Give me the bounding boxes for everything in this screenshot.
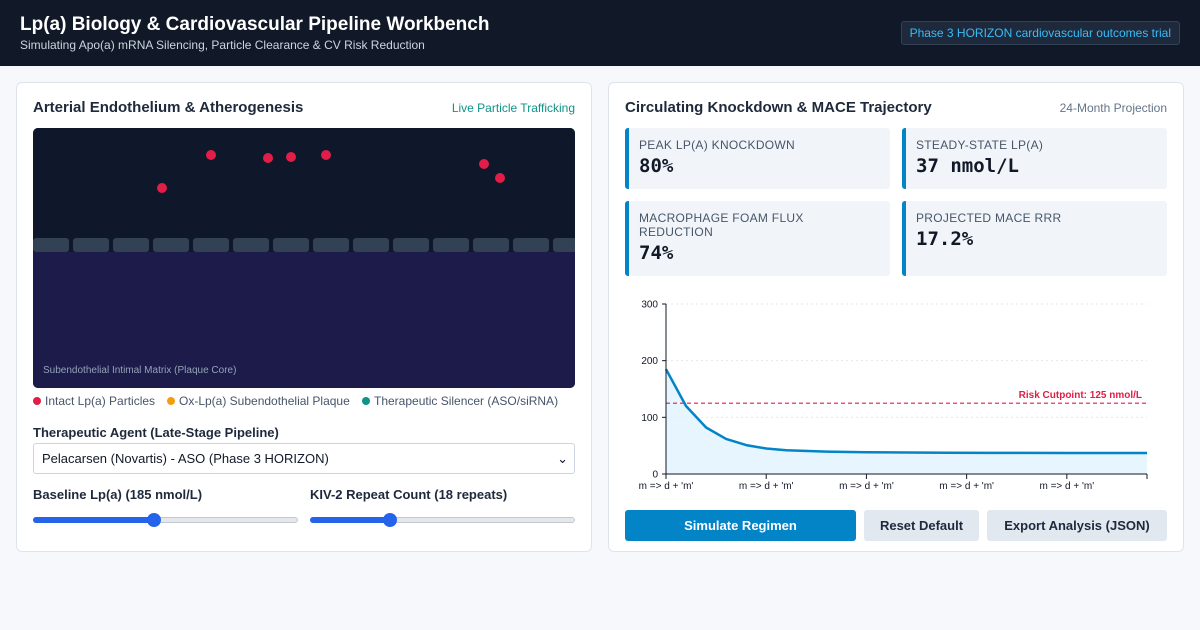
legend-label: Intact Lp(a) Particles <box>45 394 156 408</box>
endothelial-cell <box>513 238 549 252</box>
x-tick-label: m => d + 'm' <box>639 481 694 492</box>
endothelial-cell <box>113 238 149 252</box>
live-trafficking-tag: Live Particle Trafficking <box>451 101 575 115</box>
kiv2-repeat-label: KIV-2 Repeat Count (18 repeats) <box>310 487 508 502</box>
metric-label: MACRO­PHAGE FOAM FLUX REDUCTION <box>639 211 804 239</box>
endothelial-cell-layer <box>33 238 575 252</box>
legend-dot-icon <box>167 397 175 405</box>
lpa-particle <box>286 152 296 162</box>
metric-steady-state: STEADY-STATE LP(A) 37 nmol/L <box>902 128 1167 189</box>
lpa-series-line <box>664 368 1147 455</box>
intimal-matrix <box>33 252 575 388</box>
artery-simulation-canvas: Subendothelial Intimal Matrix (Plaque Co… <box>33 128 575 388</box>
slider-thumb[interactable] <box>382 513 397 527</box>
app-subtitle: Simulating Apo(a) mRNA Silencing, Partic… <box>20 38 425 52</box>
therapeutic-agent-select[interactable]: Pelacarsen (Novartis) - ASO (Phase 3 HOR… <box>33 443 575 474</box>
risk-cutpoint-label: Risk Cutpoint: 125 nmol/L <box>1019 390 1142 401</box>
lpa-particle <box>495 173 505 183</box>
reset-default-button[interactable]: Reset Default <box>864 510 979 541</box>
metric-label: PROJECTED MACE RRR <box>916 211 1062 225</box>
endothelial-cell <box>193 238 229 252</box>
x-tick-label: m => d + 'm' <box>939 481 994 492</box>
legend-dot-icon <box>362 397 370 405</box>
endothelial-cell <box>353 238 389 252</box>
export-json-button[interactable]: Export Analysis (JSON) <box>987 510 1167 541</box>
metric-value: 37 nmol/L <box>916 155 1019 177</box>
lpa-particle <box>206 150 216 160</box>
knockdown-trajectory-chart: 0 100 200 300 Risk Cutpoint: 125 nmol/L m => … <box>639 300 1148 492</box>
y-tick-label: 100 <box>641 413 658 424</box>
endothelium-panel-title: Arterial Endothelium & Atherogenesis <box>33 99 304 116</box>
endothelial-cell <box>33 238 69 252</box>
baseline-lpa-label: Baseline Lp(a) (185 nmol/L) <box>33 487 203 502</box>
metric-mace-rrr: PROJECTED MACE RRR 17.2% <box>902 201 1167 276</box>
endothelial-cell <box>153 238 189 252</box>
x-tick-label: m => d + 'm' <box>1039 481 1094 492</box>
metric-label: STEADY-STATE LP(A) <box>916 138 1044 152</box>
lpa-particle <box>321 150 331 160</box>
metric-value: 74% <box>639 242 674 264</box>
lumen <box>33 128 575 240</box>
metric-label: PEAK LP(A) KNOCKDOWN <box>639 138 796 152</box>
therapeutic-agent-label: Therapeutic Agent (Late-Stage Pipeline) <box>33 425 279 440</box>
endothelial-cell <box>233 238 269 252</box>
metric-peak-knockdown: PEAK LP(A) KNOCKDOWN 80% <box>625 128 890 189</box>
x-tick-label: m => d + 'm' <box>839 481 894 492</box>
legend-label: Ox-Lp(a) Subendothelial Plaque <box>179 394 350 408</box>
knockdown-panel-title: Circulating Knockdown & MACE Trajectory <box>625 99 932 116</box>
baseline-lpa-slider[interactable] <box>33 513 298 527</box>
trial-badge: Phase 3 HORIZON cardiovascular outcomes … <box>900 21 1180 45</box>
legend-label: Therapeutic Silencer (ASO/siRNA) <box>374 394 559 408</box>
knockdown-panel: Circulating Knockdown & MACE Trajectory … <box>608 82 1184 552</box>
chevron-down-icon: ⌄ <box>557 451 568 466</box>
metric-value: 17.2% <box>916 228 974 250</box>
lpa-particle <box>479 159 489 169</box>
legend-item-silencer: Therapeutic Silencer (ASO/siRNA) <box>362 394 558 408</box>
legend-dot-icon <box>33 397 41 405</box>
app-header: Lp(a) Biology & Cardiovascular Pipeline … <box>0 0 1200 66</box>
endothelial-cell <box>553 238 575 252</box>
slider-fill <box>33 517 154 523</box>
therapeutic-agent-value: Pelacarsen (Novartis) - ASO (Phase 3 HOR… <box>42 451 329 466</box>
slider-fill <box>310 517 390 523</box>
endothelium-panel: Arterial Endothelium & Atherogenesis Liv… <box>16 82 592 552</box>
x-tick-label: m => d + 'm' <box>739 481 794 492</box>
legend-item-ox-lpa: Ox-Lp(a) Subendothelial Plaque <box>167 394 350 408</box>
metric-foam-flux: MACRO­PHAGE FOAM FLUX REDUCTION 74% <box>625 201 890 276</box>
kiv2-repeat-slider[interactable] <box>310 513 575 527</box>
lpa-particle <box>263 153 273 163</box>
endothelial-cell <box>273 238 309 252</box>
metric-value: 80% <box>639 155 674 177</box>
endothelial-cell <box>473 238 509 252</box>
y-tick-label: 0 <box>652 470 658 481</box>
endothelial-cell <box>433 238 469 252</box>
intimal-matrix-label: Subendothelial Intimal Matrix (Plaque Co… <box>43 365 237 376</box>
lpa-particle <box>157 183 167 193</box>
y-tick-label: 300 <box>641 300 658 311</box>
slider-thumb[interactable] <box>146 513 161 527</box>
lpa-particle-group <box>157 150 505 193</box>
endothelial-cell <box>73 238 109 252</box>
projection-tag: 24-Month Projection <box>1059 101 1167 115</box>
app-title: Lp(a) Biology & Cardiovascular Pipeline … <box>20 14 490 35</box>
endothelial-cell <box>313 238 349 252</box>
simulate-regimen-button[interactable]: Simulate Regimen <box>625 510 856 541</box>
lpa-area <box>666 369 1147 474</box>
y-tick-label: 200 <box>641 356 658 367</box>
endothelial-cell <box>393 238 429 252</box>
artery-scene <box>33 128 575 388</box>
legend-item-intact-lpa: Intact Lp(a) Particles <box>33 394 155 408</box>
